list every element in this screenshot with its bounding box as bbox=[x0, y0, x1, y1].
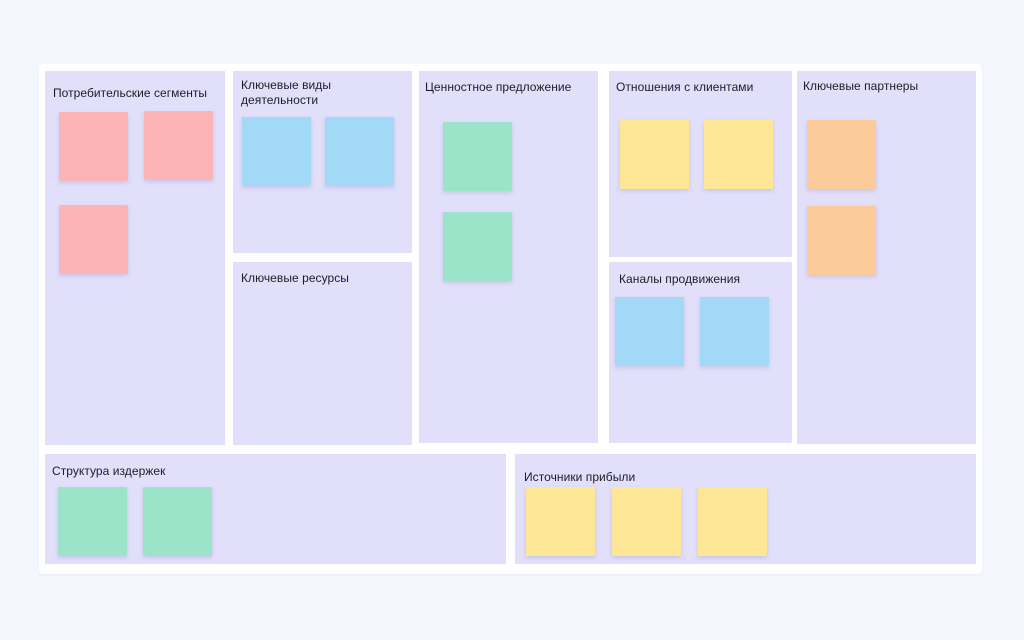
sticky-note-green[interactable] bbox=[443, 122, 512, 191]
block-customer-relationships[interactable]: Отношения с клиентами bbox=[609, 71, 792, 257]
block-title: Каналы продвижения bbox=[619, 272, 741, 286]
block-cost-structure[interactable]: Структура издержек bbox=[45, 454, 506, 564]
block-title: Источники прибыли bbox=[524, 470, 636, 484]
sticky-note-green[interactable] bbox=[443, 212, 512, 281]
sticky-note-blue[interactable] bbox=[700, 297, 769, 366]
block-title: Потребительские сегменты bbox=[53, 86, 208, 100]
block-title: Отношения с клиентами bbox=[616, 80, 754, 94]
sticky-note-yellow[interactable] bbox=[698, 487, 767, 556]
sticky-note-pink[interactable] bbox=[59, 112, 128, 181]
block-title: Ключевые ресурсы bbox=[241, 271, 349, 285]
sticky-note-yellow[interactable] bbox=[526, 487, 595, 556]
sticky-note-green[interactable] bbox=[143, 487, 212, 556]
sticky-note-green[interactable] bbox=[58, 487, 127, 556]
block-customer-segments[interactable]: Потребительские сегменты bbox=[45, 71, 225, 445]
sticky-note-blue[interactable] bbox=[615, 297, 684, 366]
sticky-note-blue[interactable] bbox=[242, 117, 311, 186]
sticky-note-pink[interactable] bbox=[59, 205, 128, 274]
block-key-partners[interactable]: Ключевые партнеры bbox=[797, 71, 976, 444]
sticky-note-yellow[interactable] bbox=[612, 487, 681, 556]
sticky-note-orange[interactable] bbox=[807, 120, 876, 189]
block-title: Ценностное предложение bbox=[425, 80, 572, 94]
sticky-note-orange[interactable] bbox=[807, 206, 876, 275]
block-value-proposition[interactable]: Ценностное предложение bbox=[419, 71, 598, 443]
block-key-activities[interactable]: Ключевые виды деятельности bbox=[233, 71, 412, 253]
block-revenue-streams[interactable]: Источники прибыли bbox=[515, 454, 976, 564]
block-key-resources[interactable]: Ключевые ресурсы bbox=[233, 262, 412, 445]
block-title: Структура издержек bbox=[52, 464, 166, 478]
sticky-note-pink[interactable] bbox=[144, 111, 213, 180]
sticky-note-yellow[interactable] bbox=[620, 120, 689, 189]
sticky-note-yellow[interactable] bbox=[704, 120, 773, 189]
block-channels[interactable]: Каналы продвижения bbox=[609, 262, 792, 443]
block-title: Ключевые виды деятельности bbox=[241, 78, 332, 107]
sticky-note-blue[interactable] bbox=[325, 117, 394, 186]
block-title: Ключевые партнеры bbox=[803, 79, 919, 93]
